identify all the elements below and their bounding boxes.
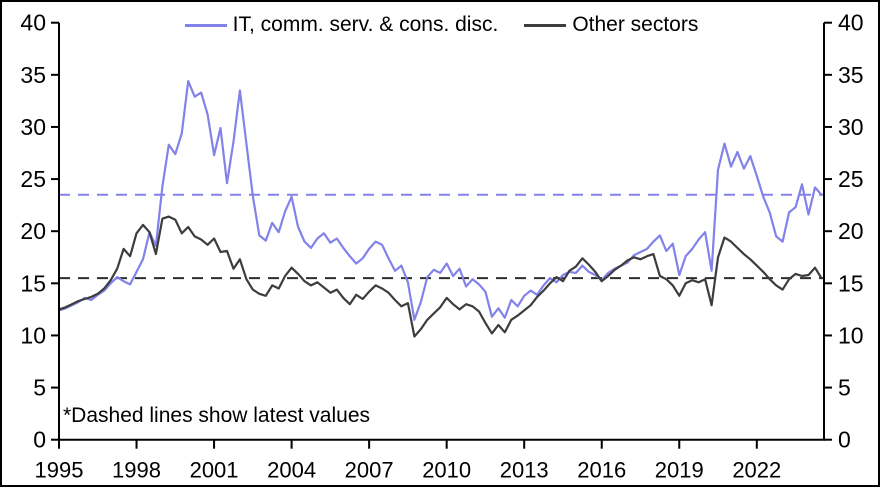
- y-tick-label-left: 25: [20, 166, 46, 192]
- series-line-0: [57, 79, 823, 321]
- x-tick-label: 2004: [267, 458, 316, 483]
- x-tick-label: 2013: [500, 458, 549, 483]
- y-tick-label-left: 0: [33, 427, 46, 453]
- y-tick-label-left: 40: [20, 10, 46, 36]
- y-tick-label-left: 10: [20, 322, 46, 348]
- x-tick-label: 2016: [577, 458, 626, 483]
- y-tick-label-right: 25: [838, 166, 864, 192]
- y-tick-label-left: 5: [33, 375, 46, 401]
- y-tick-label-left: 35: [20, 62, 46, 88]
- y-tick-label-left: 15: [20, 270, 46, 296]
- x-tick-label: 1995: [35, 458, 84, 483]
- y-tick-label-right: 35: [838, 62, 864, 88]
- x-tick-label: 2001: [190, 458, 239, 483]
- y-tick-label-right: 10: [838, 322, 864, 348]
- y-tick-label-left: 20: [20, 218, 46, 244]
- chart-footnote: *Dashed lines show latest values: [63, 404, 371, 427]
- y-tick-label-right: 20: [838, 218, 864, 244]
- y-tick-label-right: 15: [838, 270, 864, 296]
- x-tick-label: 2022: [732, 458, 781, 483]
- y-tick-label-right: 0: [838, 427, 851, 453]
- y-tick-label-left: 30: [20, 114, 46, 140]
- x-tick-label: 2019: [655, 458, 704, 483]
- series-line-1: [57, 215, 823, 338]
- y-tick-label-right: 30: [838, 114, 864, 140]
- x-tick-label: 1998: [112, 458, 161, 483]
- x-tick-label: 2007: [345, 458, 394, 483]
- y-tick-label-right: 40: [838, 10, 864, 36]
- x-tick-label: 2010: [422, 458, 471, 483]
- y-tick-label-right: 5: [838, 375, 851, 401]
